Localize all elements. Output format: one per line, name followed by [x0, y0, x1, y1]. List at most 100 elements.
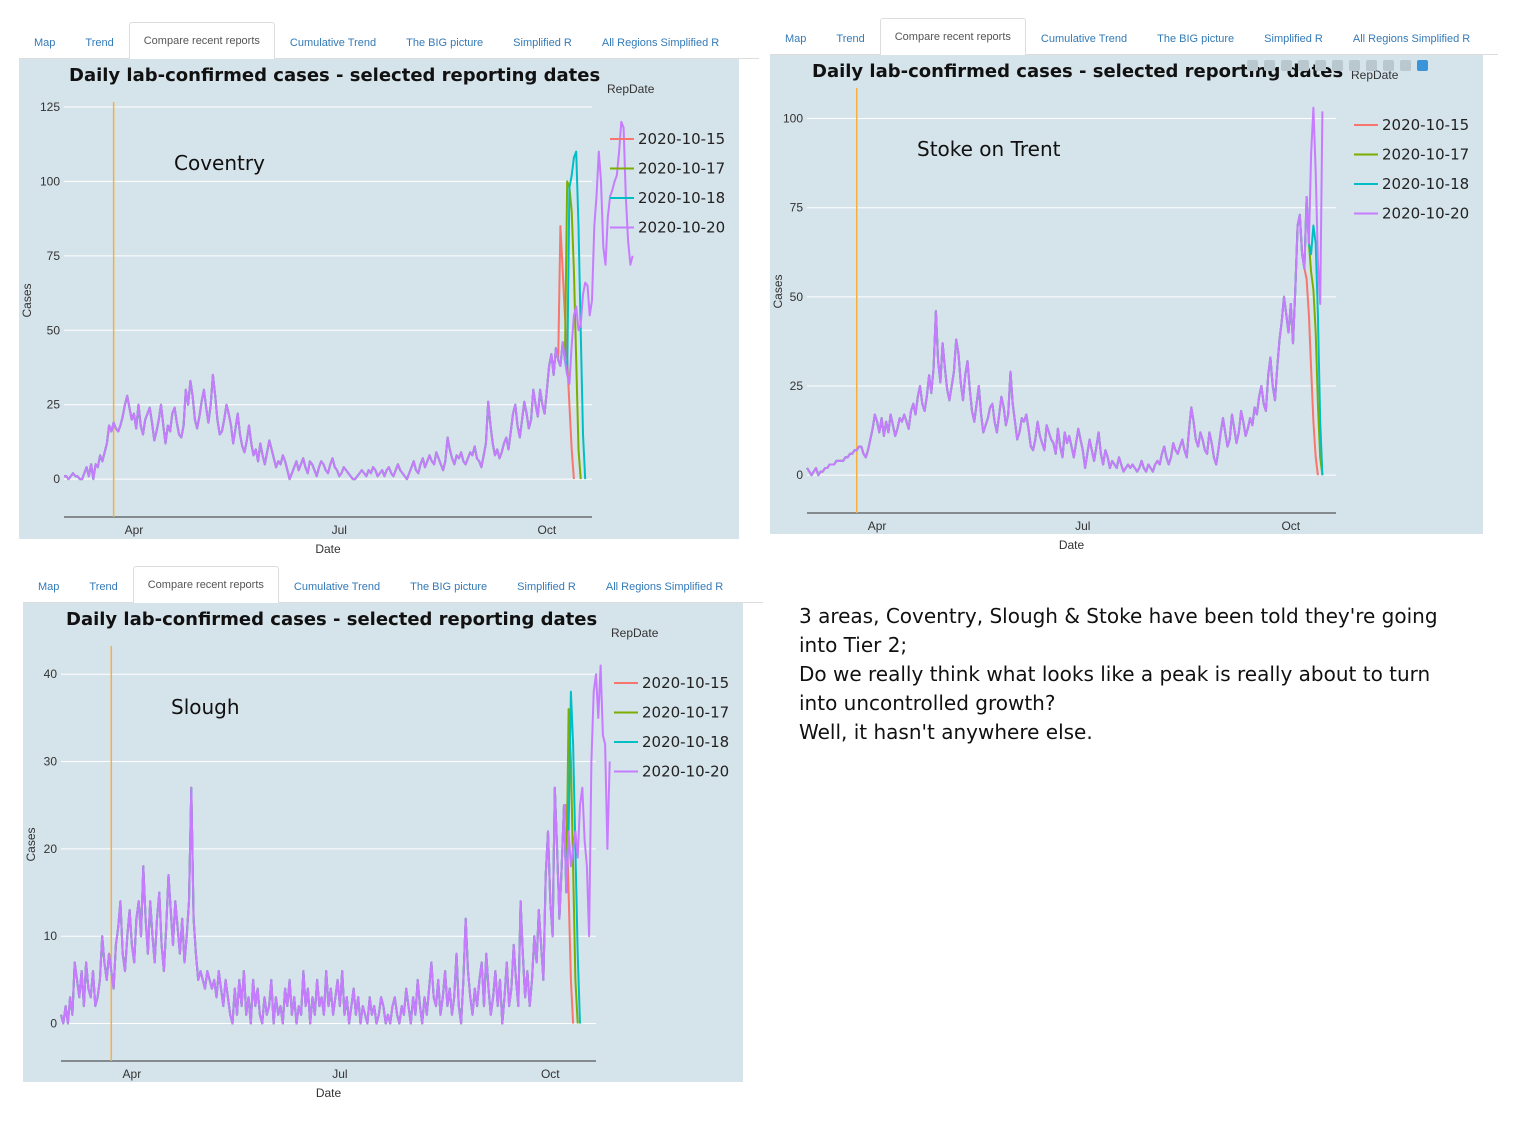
- x-tick-label: Jul: [332, 1067, 347, 1081]
- tab-trend[interactable]: Trend: [85, 37, 114, 49]
- tab-bar: Map Trend Compare recent reports Cumulat…: [23, 566, 763, 603]
- legend-label: 2020-10-17: [638, 160, 725, 178]
- series-line: [60, 708, 579, 1025]
- tab-bar: Map Trend Compare recent reports Cumulat…: [770, 18, 1498, 55]
- note-line: into Tier 2;: [799, 633, 908, 657]
- series-line: [64, 225, 575, 481]
- x-tick-label: Jul: [1075, 519, 1090, 533]
- x-tick-label: Apr: [125, 523, 144, 537]
- legend-label: 2020-10-15: [638, 130, 725, 148]
- commentary-text: 3 areas, Coventry, Slough & Stoke have b…: [799, 602, 1479, 747]
- plotly-logo-icon[interactable]: [1417, 60, 1428, 71]
- hover-closest-icon[interactable]: [1383, 60, 1394, 71]
- zoom-out-icon[interactable]: [1315, 60, 1326, 71]
- tab-simplified-r[interactable]: Simplified R: [517, 581, 576, 593]
- y-tick-label: 0: [796, 468, 803, 482]
- y-axis-title: Cases: [24, 827, 38, 861]
- chart-title: Daily lab-confirmed cases - selected rep…: [69, 65, 600, 86]
- legend-title: RepDate: [611, 626, 659, 640]
- plot-modebar: [1247, 60, 1428, 71]
- y-tick-label: 100: [783, 112, 803, 126]
- tab-map[interactable]: Map: [34, 37, 56, 49]
- chart-coventry[interactable]: 0 25 50 75 100 125 Apr Jul Oct Date Cases Daily lab…: [19, 59, 739, 556]
- x-tick-label: Apr: [868, 519, 887, 533]
- y-tick-label: 125: [40, 100, 60, 114]
- x-tick-label: Apr: [123, 1067, 142, 1081]
- tab-map[interactable]: Map: [785, 33, 807, 45]
- tab-all-regions-simplified-r[interactable]: All Regions Simplified R: [601, 37, 720, 49]
- tab-bar: Map Trend Compare recent reports Cumulat…: [19, 22, 759, 59]
- chart-svg: 0 10 20 30 40 Apr Jul Oct Date Cases Daily lab-con…: [24, 609, 729, 1100]
- tab-cumulative-trend[interactable]: Cumulative Trend: [289, 37, 377, 49]
- legend-label: 2020-10-20: [642, 763, 729, 781]
- tab-all-regions-simplified-r[interactable]: All Regions Simplified R: [1352, 33, 1471, 45]
- series-line: [60, 690, 581, 1025]
- legend-title: RepDate: [1351, 68, 1399, 82]
- y-tick-label: 10: [44, 929, 58, 943]
- tab-cumulative-trend[interactable]: Cumulative Trend: [1040, 33, 1128, 45]
- hover-compare-icon[interactable]: [1400, 60, 1411, 71]
- x-tick-label: Oct: [538, 523, 557, 537]
- zoom-in-icon[interactable]: [1298, 60, 1309, 71]
- y-axis-title: Cases: [771, 274, 785, 308]
- legend-label: 2020-10-17: [1382, 146, 1469, 164]
- home-icon[interactable]: [1349, 60, 1360, 71]
- y-tick-label: 75: [47, 249, 61, 263]
- area-annotation: Coventry: [174, 151, 265, 175]
- tab-trend[interactable]: Trend: [89, 581, 118, 593]
- autoscale-icon[interactable]: [1332, 60, 1343, 71]
- legend-label: 2020-10-20: [1382, 205, 1469, 223]
- note-line: Well, it hasn't anywhere else.: [799, 720, 1093, 744]
- x-axis-title: Date: [1059, 538, 1085, 552]
- tab-trend[interactable]: Trend: [836, 33, 865, 45]
- tab-big-picture[interactable]: The BIG picture: [406, 37, 484, 49]
- legend-label: 2020-10-18: [638, 189, 725, 207]
- x-tick-label: Jul: [332, 523, 347, 537]
- tab-big-picture[interactable]: The BIG picture: [410, 581, 488, 593]
- tab-big-picture[interactable]: The BIG picture: [1157, 33, 1235, 45]
- legend-label: 2020-10-15: [1382, 116, 1469, 134]
- y-tick-label: 20: [44, 842, 58, 856]
- tab-simplified-r[interactable]: Simplified R: [513, 37, 572, 49]
- panel-slough: Map Trend Compare recent reports Cumulat…: [23, 566, 763, 1100]
- tab-compare-recent-reports[interactable]: Compare recent reports: [132, 566, 279, 603]
- camera-icon[interactable]: [1247, 60, 1258, 71]
- series-line: [64, 120, 634, 481]
- spike-lines-icon[interactable]: [1366, 60, 1377, 71]
- y-axis-title: Cases: [20, 283, 34, 317]
- zoom-icon[interactable]: [1264, 60, 1275, 71]
- tab-simplified-r[interactable]: Simplified R: [1264, 33, 1323, 45]
- legend-label: 2020-10-18: [1382, 175, 1469, 193]
- chart-svg: 0 25 50 75 100 125 Apr Jul Oct Date Cases Daily lab…: [20, 65, 725, 556]
- x-axis-title: Date: [315, 542, 341, 556]
- y-tick-label: 50: [790, 290, 804, 304]
- note-line: into uncontrolled growth?: [799, 691, 1056, 715]
- tab-cumulative-trend[interactable]: Cumulative Trend: [293, 581, 381, 593]
- tab-compare-recent-reports[interactable]: Compare recent reports: [128, 22, 275, 59]
- y-tick-label: 0: [53, 472, 60, 486]
- y-tick-label: 75: [790, 201, 804, 215]
- y-tick-label: 50: [47, 323, 61, 337]
- y-tick-label: 100: [40, 174, 60, 188]
- x-tick-label: Oct: [541, 1067, 560, 1081]
- chart-svg: 0 25 50 75 100 Apr Jul Oct Date Cases Daily lab-co…: [771, 61, 1469, 552]
- legend-title: RepDate: [607, 82, 655, 96]
- note-line: 3 areas, Coventry, Slough & Stoke have b…: [799, 604, 1438, 628]
- legend-label: 2020-10-18: [642, 733, 729, 751]
- y-tick-label: 25: [47, 398, 61, 412]
- x-axis-title: Date: [316, 1086, 342, 1100]
- tab-map[interactable]: Map: [38, 581, 60, 593]
- x-tick-label: Oct: [1281, 519, 1300, 533]
- tab-all-regions-simplified-r[interactable]: All Regions Simplified R: [605, 581, 724, 593]
- legend-label: 2020-10-20: [638, 219, 725, 237]
- area-annotation: Slough: [171, 695, 240, 719]
- y-tick-label: 25: [790, 379, 804, 393]
- series-line: [60, 664, 611, 1025]
- series-line: [806, 106, 1324, 477]
- area-annotation: Stoke on Trent: [917, 137, 1061, 161]
- legend-label: 2020-10-17: [642, 704, 729, 722]
- chart-slough[interactable]: 0 10 20 30 40 Apr Jul Oct Date Cases Daily lab-con…: [23, 603, 743, 1100]
- pan-icon[interactable]: [1281, 60, 1292, 71]
- chart-stoke-on-trent[interactable]: 0 25 50 75 100 Apr Jul Oct Date Cases Daily lab-co…: [770, 55, 1483, 552]
- tab-compare-recent-reports[interactable]: Compare recent reports: [879, 18, 1026, 55]
